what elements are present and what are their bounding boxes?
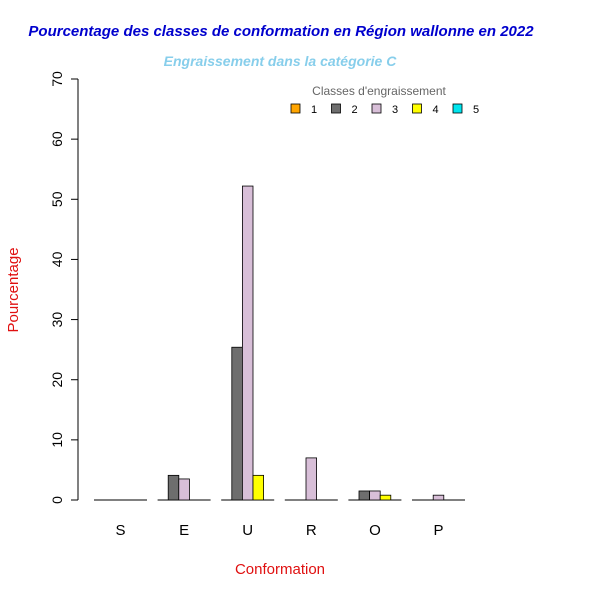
y-tick-label: 20 bbox=[49, 372, 65, 388]
bar-O-4 bbox=[379, 494, 392, 501]
legend-swatch bbox=[290, 103, 301, 114]
chart-title: Pourcentage des classes de conformation … bbox=[28, 23, 534, 40]
bar-P-3 bbox=[432, 494, 445, 501]
y-tick-label: 40 bbox=[49, 251, 65, 267]
y-tick-label: 30 bbox=[49, 312, 65, 328]
x-category-label: P bbox=[433, 522, 443, 539]
legend-items: 1 2 3 4 5 bbox=[290, 103, 479, 116]
legend-label: 3 bbox=[392, 104, 398, 116]
legend-swatch bbox=[452, 103, 463, 114]
legend: Classes d'engraissement 1 2 3 4 5 bbox=[290, 84, 479, 116]
legend-label: 5 bbox=[473, 104, 479, 116]
bar-U-4 bbox=[252, 474, 265, 501]
x-axis-label: Conformation bbox=[235, 561, 325, 578]
bar-O-3 bbox=[369, 490, 381, 501]
legend-title: Classes d'engraissement bbox=[312, 84, 446, 98]
y-tick-label: 50 bbox=[49, 191, 65, 207]
bar-E-3 bbox=[178, 478, 190, 501]
y-axis: 0 10 20 30 40 50 60 70 bbox=[49, 71, 79, 504]
x-category-label: U bbox=[242, 522, 253, 539]
bar-R-3 bbox=[305, 457, 318, 501]
legend-swatch bbox=[412, 103, 422, 114]
x-category-label: E bbox=[179, 522, 189, 539]
legend-swatch bbox=[371, 103, 382, 114]
legend-swatch bbox=[331, 103, 341, 114]
legend-label: 2 bbox=[352, 104, 358, 116]
bars bbox=[94, 185, 465, 501]
bar-U-3 bbox=[241, 185, 254, 501]
y-tick-label: 70 bbox=[49, 71, 65, 87]
bar-O-2 bbox=[358, 490, 371, 501]
x-category-label: R bbox=[306, 522, 317, 539]
y-tick-label: 60 bbox=[49, 131, 65, 147]
bar-E-2 bbox=[167, 474, 180, 501]
chart-subtitle: Engraissement dans la catégorie C bbox=[164, 53, 398, 69]
y-tick-label: 0 bbox=[49, 496, 65, 504]
x-category-label: S bbox=[115, 522, 125, 539]
legend-label: 4 bbox=[433, 104, 439, 116]
x-category-label: O bbox=[369, 522, 381, 539]
y-tick-label: 10 bbox=[49, 432, 65, 448]
y-axis-label: Pourcentage bbox=[5, 247, 22, 332]
bar-U-2 bbox=[231, 346, 243, 501]
legend-label: 1 bbox=[311, 104, 317, 116]
